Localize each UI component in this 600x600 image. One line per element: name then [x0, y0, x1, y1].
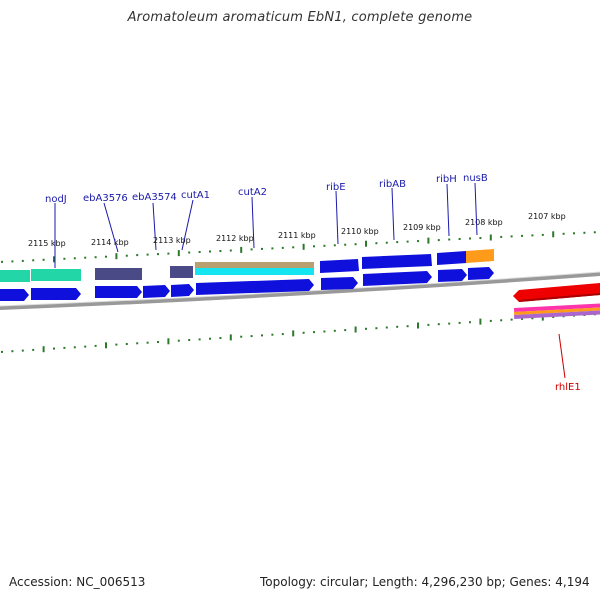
- gene-label-cuta2[interactable]: cutA2: [238, 187, 267, 198]
- cds-arrow-2[interactable]: [31, 288, 81, 300]
- genome-backbone: [0, 272, 600, 310]
- kbp-label-2107: 2107 kbp: [528, 212, 566, 221]
- feature-trna-teal-2[interactable]: [31, 269, 81, 281]
- feature-trna-teal-1[interactable]: [0, 270, 30, 282]
- reverse-band-pink[interactable]: [513, 303, 600, 312]
- cds-arrow-4[interactable]: [143, 285, 170, 298]
- kbp-labels: 2115 kbp 2114 kbp 2113 kbp 2112 kbp 2111…: [28, 212, 566, 248]
- kbp-label-2110: 2110 kbp: [341, 227, 379, 236]
- feature-ribe-outer[interactable]: [320, 259, 359, 273]
- leader-nusb: [474, 182, 478, 236]
- leader-ribab: [391, 187, 395, 241]
- gene-label-eba3574[interactable]: ebA3574: [132, 192, 177, 203]
- cds-arrow-6[interactable]: [196, 279, 314, 295]
- cds-arrow-10[interactable]: [468, 267, 494, 280]
- gene-label-ribe[interactable]: ribE: [326, 182, 346, 193]
- cds-arrow-3[interactable]: [95, 286, 142, 298]
- feature-nusb-outer[interactable]: [466, 249, 494, 263]
- feature-track-inner: [0, 267, 494, 301]
- gene-label-nusb[interactable]: nusB: [463, 173, 488, 184]
- kbp-label-2109: 2109 kbp: [403, 223, 441, 232]
- leader-ribh: [446, 183, 450, 237]
- kbp-label-2113: 2113 kbp: [153, 236, 191, 245]
- genome-backbone-highlight: [0, 271, 600, 307]
- gene-label-rhle1[interactable]: rhlE1: [555, 382, 581, 393]
- accession-text: Accession: NC_006513: [9, 575, 146, 589]
- feature-track-reverse: [513, 283, 600, 319]
- gene-labels: nodJ ebA3576 ebA3574 cutA1 cutA2 ribE ri…: [45, 173, 581, 393]
- map-title: Aromatoleum aromaticum EbN1, complete ge…: [127, 10, 473, 25]
- cds-arrow-9[interactable]: [438, 269, 467, 282]
- leader-eba3576: [103, 202, 119, 253]
- feature-track-outer: [0, 249, 494, 282]
- upper-tick-track: [1, 231, 596, 263]
- kbp-label-2114: 2114 kbp: [91, 238, 129, 247]
- lower-tick-track: [1, 313, 596, 353]
- leader-cuta2: [251, 196, 255, 249]
- leader-rhle1: [558, 333, 566, 379]
- gene-label-nodj[interactable]: nodJ: [45, 194, 67, 205]
- kbp-label-2115: 2115 kbp: [28, 239, 66, 248]
- kbp-label-2111: 2111 kbp: [278, 231, 316, 240]
- feature-ribab-outer[interactable]: [362, 254, 432, 269]
- feature-cyan[interactable]: [195, 268, 314, 275]
- gene-label-cuta1[interactable]: cutA1: [181, 190, 210, 201]
- leader-eba3574: [152, 202, 157, 251]
- cds-arrow-5[interactable]: [171, 284, 194, 297]
- leader-cuta1: [181, 199, 194, 251]
- gene-leader-lines: [54, 182, 566, 379]
- feature-dark-slate-2[interactable]: [170, 266, 193, 278]
- topology-text: Topology: circular; Length: 4,296,230 bp…: [260, 575, 590, 589]
- leader-ribe: [335, 190, 339, 245]
- cds-arrow-7[interactable]: [321, 277, 358, 290]
- feature-tan[interactable]: [195, 262, 314, 268]
- kbp-label-2108: 2108 kbp: [465, 218, 503, 227]
- gene-label-ribh[interactable]: ribH: [436, 174, 457, 185]
- kbp-label-2112: 2112 kbp: [216, 234, 254, 243]
- feature-ribh-outer[interactable]: [437, 251, 467, 265]
- gene-label-eba3576[interactable]: ebA3576: [83, 193, 128, 204]
- reverse-band-orange[interactable]: [514, 307, 600, 315]
- cds-arrow-1[interactable]: [0, 289, 29, 301]
- reverse-band-purple[interactable]: [513, 310, 600, 319]
- gene-label-ribab[interactable]: ribAB: [379, 179, 406, 190]
- cds-arrow-8[interactable]: [363, 271, 432, 286]
- rhle1-feature[interactable]: [513, 283, 600, 302]
- feature-dark-slate-1[interactable]: [95, 268, 142, 280]
- rhle1-feature-shade: [519, 293, 600, 302]
